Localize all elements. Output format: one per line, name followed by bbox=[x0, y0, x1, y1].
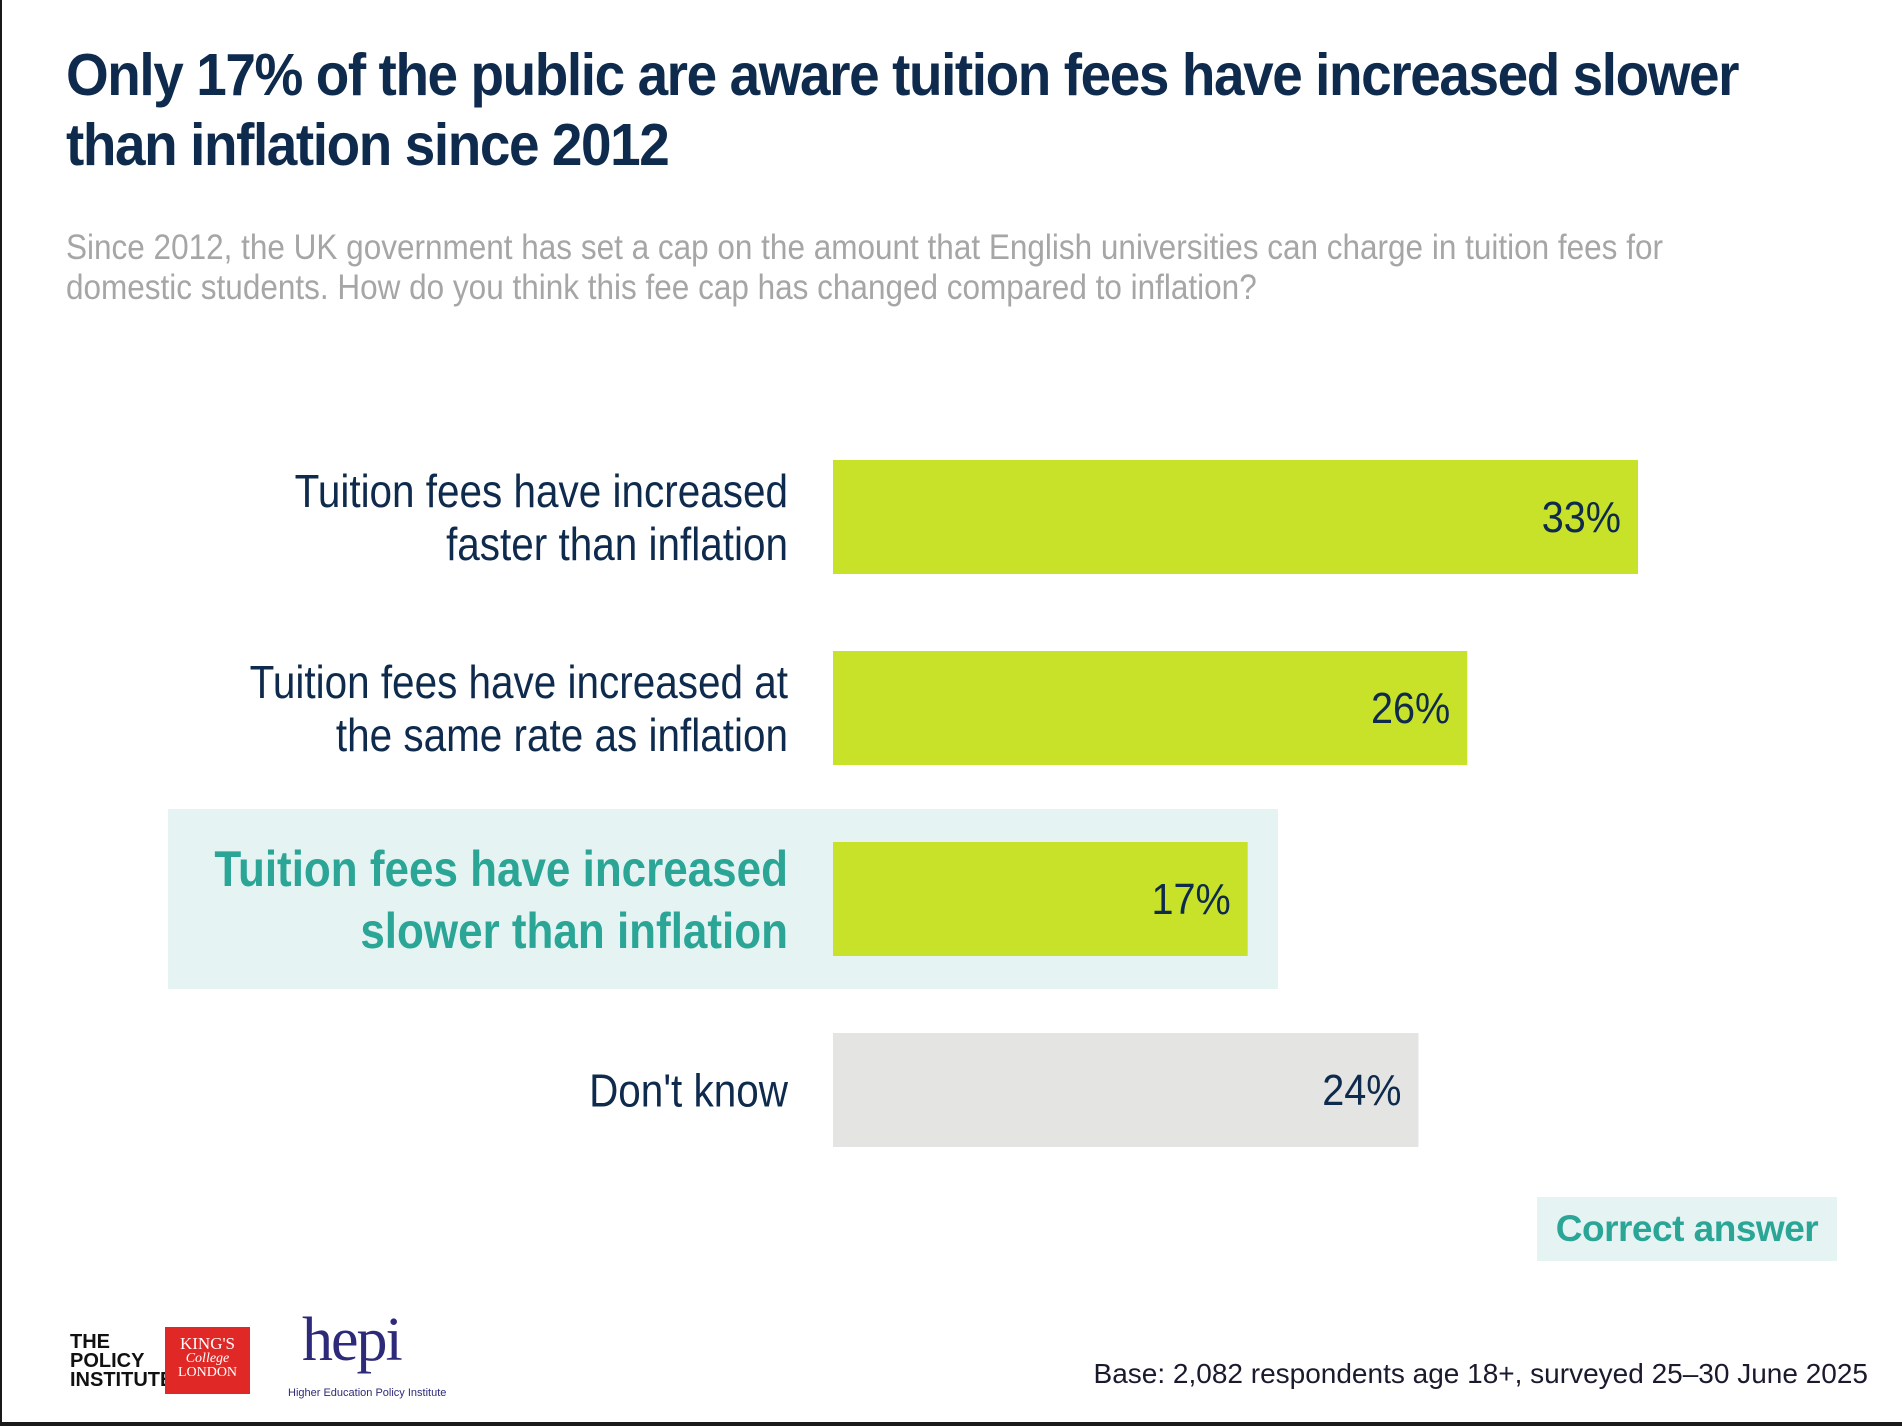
bar bbox=[833, 842, 1248, 956]
value-label: 33% bbox=[1542, 492, 1621, 541]
bar bbox=[833, 460, 1638, 574]
chart-subtitle: Since 2012, the UK government has set a … bbox=[66, 228, 1663, 307]
category-label: the same rate as inflation bbox=[336, 711, 788, 762]
category-label: Tuition fees have increased bbox=[295, 467, 788, 518]
logo-text: INSTITUTE bbox=[70, 1369, 174, 1391]
bar bbox=[833, 651, 1468, 765]
value-label: 24% bbox=[1322, 1065, 1401, 1114]
category-label: Don't know bbox=[589, 1066, 789, 1117]
logo-text: KING'S bbox=[179, 1334, 235, 1353]
chart-title: Only 17% of the public are aware tuition… bbox=[66, 42, 1740, 178]
correct-answer-legend: Correct answer bbox=[1537, 1197, 1837, 1261]
category-label: Tuition fees have increased bbox=[214, 840, 788, 896]
bar bbox=[833, 1033, 1419, 1147]
category-label: Tuition fees have increased at bbox=[250, 658, 788, 709]
hepi-logo: hepi Higher Education Policy Institute bbox=[286, 1305, 446, 1405]
hepi-wordmark: hepi bbox=[302, 1306, 403, 1374]
logo-text: LONDON bbox=[177, 1365, 238, 1380]
policy-institute-logo: THE POLICY INSTITUTE bbox=[70, 1331, 174, 1391]
correct-answer-label: Correct answer bbox=[1555, 1208, 1819, 1249]
kings-college-logo: KING'S College LONDON bbox=[165, 1327, 250, 1394]
category-label: slower than inflation bbox=[360, 902, 788, 958]
logo-text: College bbox=[185, 1351, 230, 1366]
logo-text: POLICY bbox=[70, 1350, 145, 1372]
category-label: faster than inflation bbox=[446, 520, 788, 571]
hepi-subtitle: Higher Education Policy Institute bbox=[288, 1387, 447, 1399]
value-label: 26% bbox=[1371, 683, 1450, 732]
logo-text: THE bbox=[70, 1331, 110, 1353]
base-note: Base: 2,082 respondents age 18+, surveye… bbox=[1093, 1358, 1868, 1389]
value-label: 17% bbox=[1151, 874, 1230, 923]
